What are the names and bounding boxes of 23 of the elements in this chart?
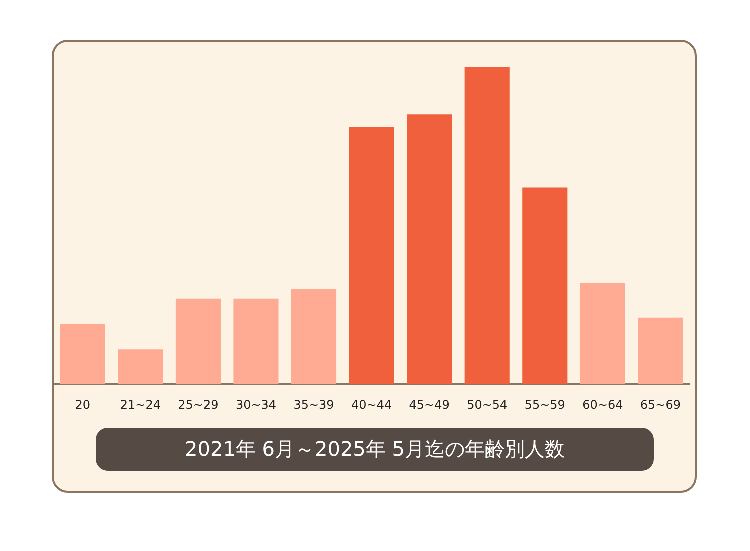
bar <box>638 318 684 385</box>
x-tick-label: 40~44 <box>352 398 392 412</box>
x-tick-label: 21~24 <box>120 398 161 412</box>
x-tick-label: 35~39 <box>294 398 334 412</box>
bar <box>291 289 337 385</box>
x-tick-label: 60~64 <box>582 398 624 412</box>
bar <box>118 350 164 385</box>
x-tick-label: 30~34 <box>236 398 277 412</box>
x-tick-label: 45~49 <box>409 398 450 412</box>
bar <box>176 298 221 385</box>
bar <box>580 282 626 385</box>
x-tick-label: 20 <box>75 398 91 412</box>
x-tick-label: 65~69 <box>640 398 681 412</box>
bar <box>464 67 510 385</box>
bar <box>522 188 568 385</box>
bar <box>349 127 394 385</box>
bar <box>60 324 106 385</box>
bar <box>234 298 279 385</box>
x-tick-label: 55~59 <box>524 398 566 412</box>
x-tick-label: 50~54 <box>467 398 508 412</box>
bar <box>407 114 452 385</box>
x-tick-label: 25~29 <box>178 398 219 412</box>
text: 2021年 6月～2025年 5月迄の年齢別人数 <box>96 428 654 471</box>
